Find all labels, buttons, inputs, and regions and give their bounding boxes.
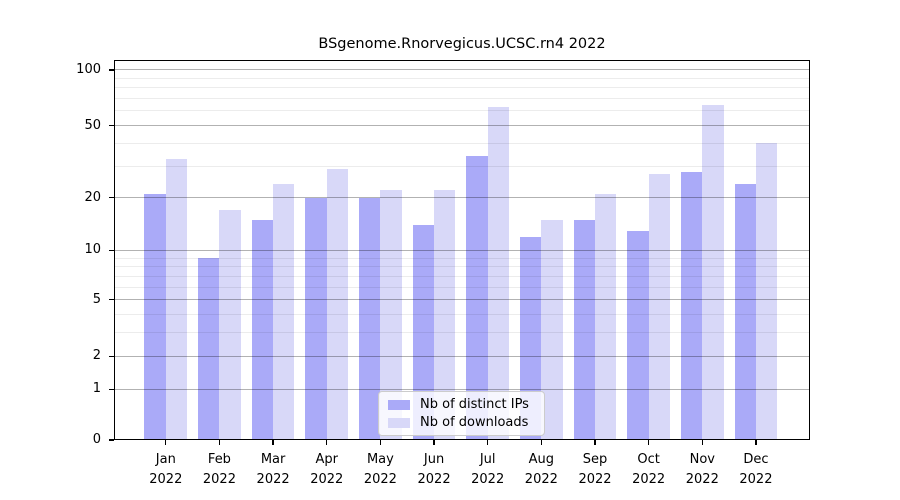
x-tick-label: Sep 2022 — [578, 452, 612, 487]
y-tick-label: 10 — [84, 242, 101, 258]
legend-swatch-downloads — [388, 417, 410, 428]
gridline-major — [114, 299, 810, 301]
y-tick-label: 20 — [84, 189, 101, 205]
x-tick-label: Feb 2022 — [202, 452, 236, 487]
x-tick — [379, 440, 382, 445]
bar-downloads-apr — [326, 168, 349, 440]
gridline-major — [114, 355, 810, 357]
gridline-minor — [114, 142, 810, 144]
bar-downloads-jul — [487, 107, 510, 440]
x-tick — [165, 440, 167, 445]
x-tick-label: Apr 2022 — [310, 452, 344, 487]
y-tick — [109, 197, 114, 199]
x-tick-label: Oct 2022 — [632, 452, 666, 487]
gridline-minor — [114, 87, 810, 89]
bar-distinct-ips-jan — [144, 193, 166, 440]
x-tick-label: Dec 2022 — [739, 452, 773, 487]
gridline-major — [114, 197, 810, 199]
gridline-major — [114, 69, 810, 71]
gridline-minor — [114, 110, 810, 112]
y-tick — [109, 69, 114, 71]
y-tick-label: 100 — [76, 61, 101, 77]
x-tick — [218, 440, 221, 445]
bar-downloads-oct — [648, 174, 671, 440]
x-tick-label: May 2022 — [363, 452, 397, 487]
x-tick-label: Nov 2022 — [685, 452, 719, 487]
bar-distinct-ips-may — [359, 197, 381, 440]
x-tick — [540, 440, 542, 445]
gridline-minor — [114, 275, 810, 277]
bar-distinct-ips-feb — [198, 258, 220, 440]
y-tick — [109, 439, 114, 441]
bar-distinct-ips-jun — [412, 225, 435, 440]
bar-distinct-ips-oct — [627, 230, 649, 440]
gridline-major — [114, 388, 810, 390]
x-tick — [487, 440, 489, 445]
y-tick-label: 50 — [84, 117, 101, 133]
legend-item-distinct-ips: Nb of distinct IPs — [388, 397, 544, 412]
y-tick — [109, 355, 114, 357]
bar-distinct-ips-sep — [573, 219, 595, 440]
gridline-minor — [114, 314, 810, 316]
x-tick — [433, 440, 435, 445]
legend: Nb of distinct IPs Nb of downloads — [378, 391, 545, 436]
bar-downloads-jun — [434, 190, 456, 440]
x-tick-label: Mar 2022 — [256, 452, 290, 487]
y-tick-label: 0 — [92, 432, 101, 447]
bar-downloads-jan — [165, 158, 188, 440]
legend-label-downloads: Nb of downloads — [420, 415, 529, 430]
gridline-major — [114, 249, 810, 251]
y-tick — [109, 299, 114, 301]
y-tick-label: 2 — [92, 348, 101, 364]
bar-distinct-ips-aug — [519, 236, 542, 440]
y-tick-label: 5 — [92, 291, 101, 307]
bar-distinct-ips-jul — [466, 156, 488, 440]
x-tick — [594, 440, 596, 445]
gridline-minor — [114, 266, 810, 268]
y-tick-label: 1 — [92, 381, 101, 397]
x-tick — [326, 440, 328, 445]
gridline-minor — [114, 257, 810, 259]
x-tick-label: Jul 2022 — [471, 452, 505, 487]
bar-downloads-dec — [755, 143, 778, 440]
bar-downloads-sep — [595, 193, 617, 440]
gridline-minor — [114, 165, 810, 167]
bar-downloads-nov — [702, 104, 724, 440]
gridline-major — [114, 125, 810, 127]
gridline-minor — [114, 332, 810, 334]
bar-downloads-aug — [541, 219, 563, 440]
bar-distinct-ips-apr — [305, 197, 327, 440]
y-tick — [109, 388, 114, 390]
gridline-minor — [114, 98, 810, 100]
bar-distinct-ips-nov — [680, 171, 703, 440]
bar-downloads-may — [380, 190, 402, 440]
x-tick — [648, 440, 650, 445]
legend-swatch-distinct-ips — [388, 399, 410, 410]
chart-title: BSgenome.Rnorvegicus.UCSC.rn4 2022 — [318, 36, 606, 52]
bar-distinct-ips-dec — [734, 183, 756, 440]
x-tick-label: Aug 2022 — [524, 452, 558, 487]
y-tick — [109, 124, 114, 127]
x-tick — [272, 440, 274, 445]
x-tick-label: Jun 2022 — [417, 452, 451, 487]
bar-distinct-ips-mar — [251, 219, 274, 440]
y-tick — [109, 249, 114, 252]
gridline-minor — [114, 77, 810, 79]
gridline-minor — [114, 286, 810, 288]
x-tick — [701, 440, 703, 445]
bar-downloads-feb — [219, 210, 241, 440]
legend-item-downloads: Nb of downloads — [388, 415, 544, 430]
x-tick-label: Jan 2022 — [149, 452, 183, 487]
x-tick — [755, 440, 757, 445]
bar-downloads-mar — [273, 183, 295, 440]
legend-label-distinct-ips: Nb of distinct IPs — [420, 397, 529, 412]
